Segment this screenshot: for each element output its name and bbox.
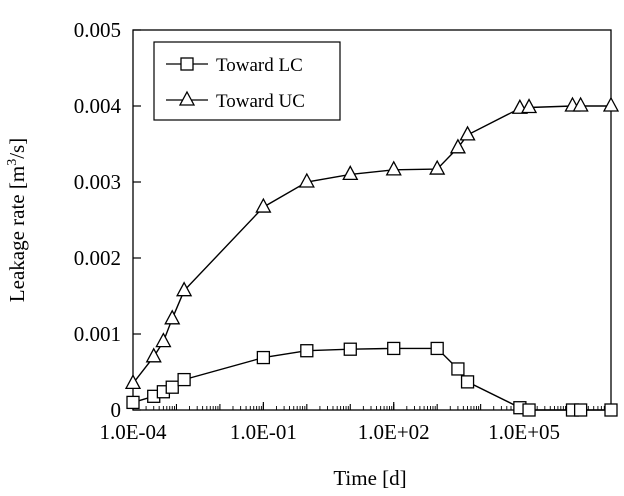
data-point-toward-uc: [176, 281, 193, 297]
data-point-toward-lc: [126, 395, 140, 410]
legend-label-uc: Toward UC: [216, 91, 305, 112]
data-point-toward-uc: [164, 309, 181, 325]
y-tick-label: 0: [111, 398, 122, 422]
plot-frame: [132, 29, 612, 411]
data-point-toward-uc: [572, 96, 589, 112]
data-point-toward-lc: [451, 362, 465, 376]
data-point-toward-lc: [604, 403, 618, 417]
legend-label-lc: Toward LC: [216, 55, 303, 76]
data-point-toward-lc: [573, 403, 588, 417]
data-point-toward-uc: [342, 165, 359, 181]
x-tick-label: 1.0E-04: [99, 420, 167, 444]
y-axis-title-tail: /s]: [5, 138, 29, 159]
data-point-toward-uc: [520, 98, 538, 114]
y-axis-title-main: Leakage rate [m: [5, 166, 29, 302]
data-point-toward-uc: [124, 374, 142, 390]
data-point-toward-uc: [459, 125, 476, 141]
x-tick-label: 1.0E+05: [488, 420, 560, 444]
data-point-toward-lc: [165, 380, 179, 394]
data-point-toward-lc: [300, 344, 314, 358]
data-point-toward-lc: [522, 403, 536, 417]
data-point-toward-uc: [145, 347, 162, 363]
data-point-toward-lc: [430, 341, 444, 356]
data-point-toward-uc: [429, 159, 446, 175]
y-tick-label: 0.003: [74, 170, 121, 194]
x-axis-title: Time [d]: [333, 466, 406, 490]
data-point-toward-lc: [177, 372, 191, 387]
y-tick-label: 0.005: [74, 18, 121, 42]
data-point-toward-uc: [385, 160, 402, 176]
series-line-toward-lc: [132, 347, 611, 411]
y-axis-title: Leakage rate [m3/s]: [5, 138, 29, 302]
legend: Toward LC Toward UC: [153, 41, 341, 121]
legend-marker-uc: [178, 90, 196, 106]
series-line-toward-uc: [132, 105, 611, 384]
data-point-toward-uc: [449, 138, 467, 154]
y-tick-label: 0.002: [74, 246, 121, 270]
data-point-toward-lc: [387, 341, 401, 356]
data-point-toward-uc: [298, 172, 315, 188]
data-point-toward-lc: [256, 350, 271, 365]
legend-marker-lc: [180, 57, 194, 71]
x-tick-labels: 1.0E-04 1.0E-01 1.0E+02 1.0E+05: [99, 420, 560, 444]
data-point-toward-uc: [255, 197, 272, 213]
data-point-toward-uc: [155, 332, 172, 348]
data-point-toward-uc: [602, 96, 620, 112]
x-tick-label: 1.0E-01: [230, 420, 297, 444]
data-point-toward-lc: [460, 375, 475, 389]
y-tick-label: 0.004: [74, 94, 122, 118]
y-axis-title-sup: 3: [5, 159, 20, 166]
data-point-toward-lc: [343, 342, 357, 356]
series-layer: [124, 96, 620, 417]
y-tick-label: 0.001: [74, 322, 121, 346]
legend-box: [153, 41, 341, 121]
x-tick-label: 1.0E+02: [358, 420, 430, 444]
y-tick-labels: 0 0.001 0.002 0.003 0.004 0.005: [74, 18, 122, 422]
